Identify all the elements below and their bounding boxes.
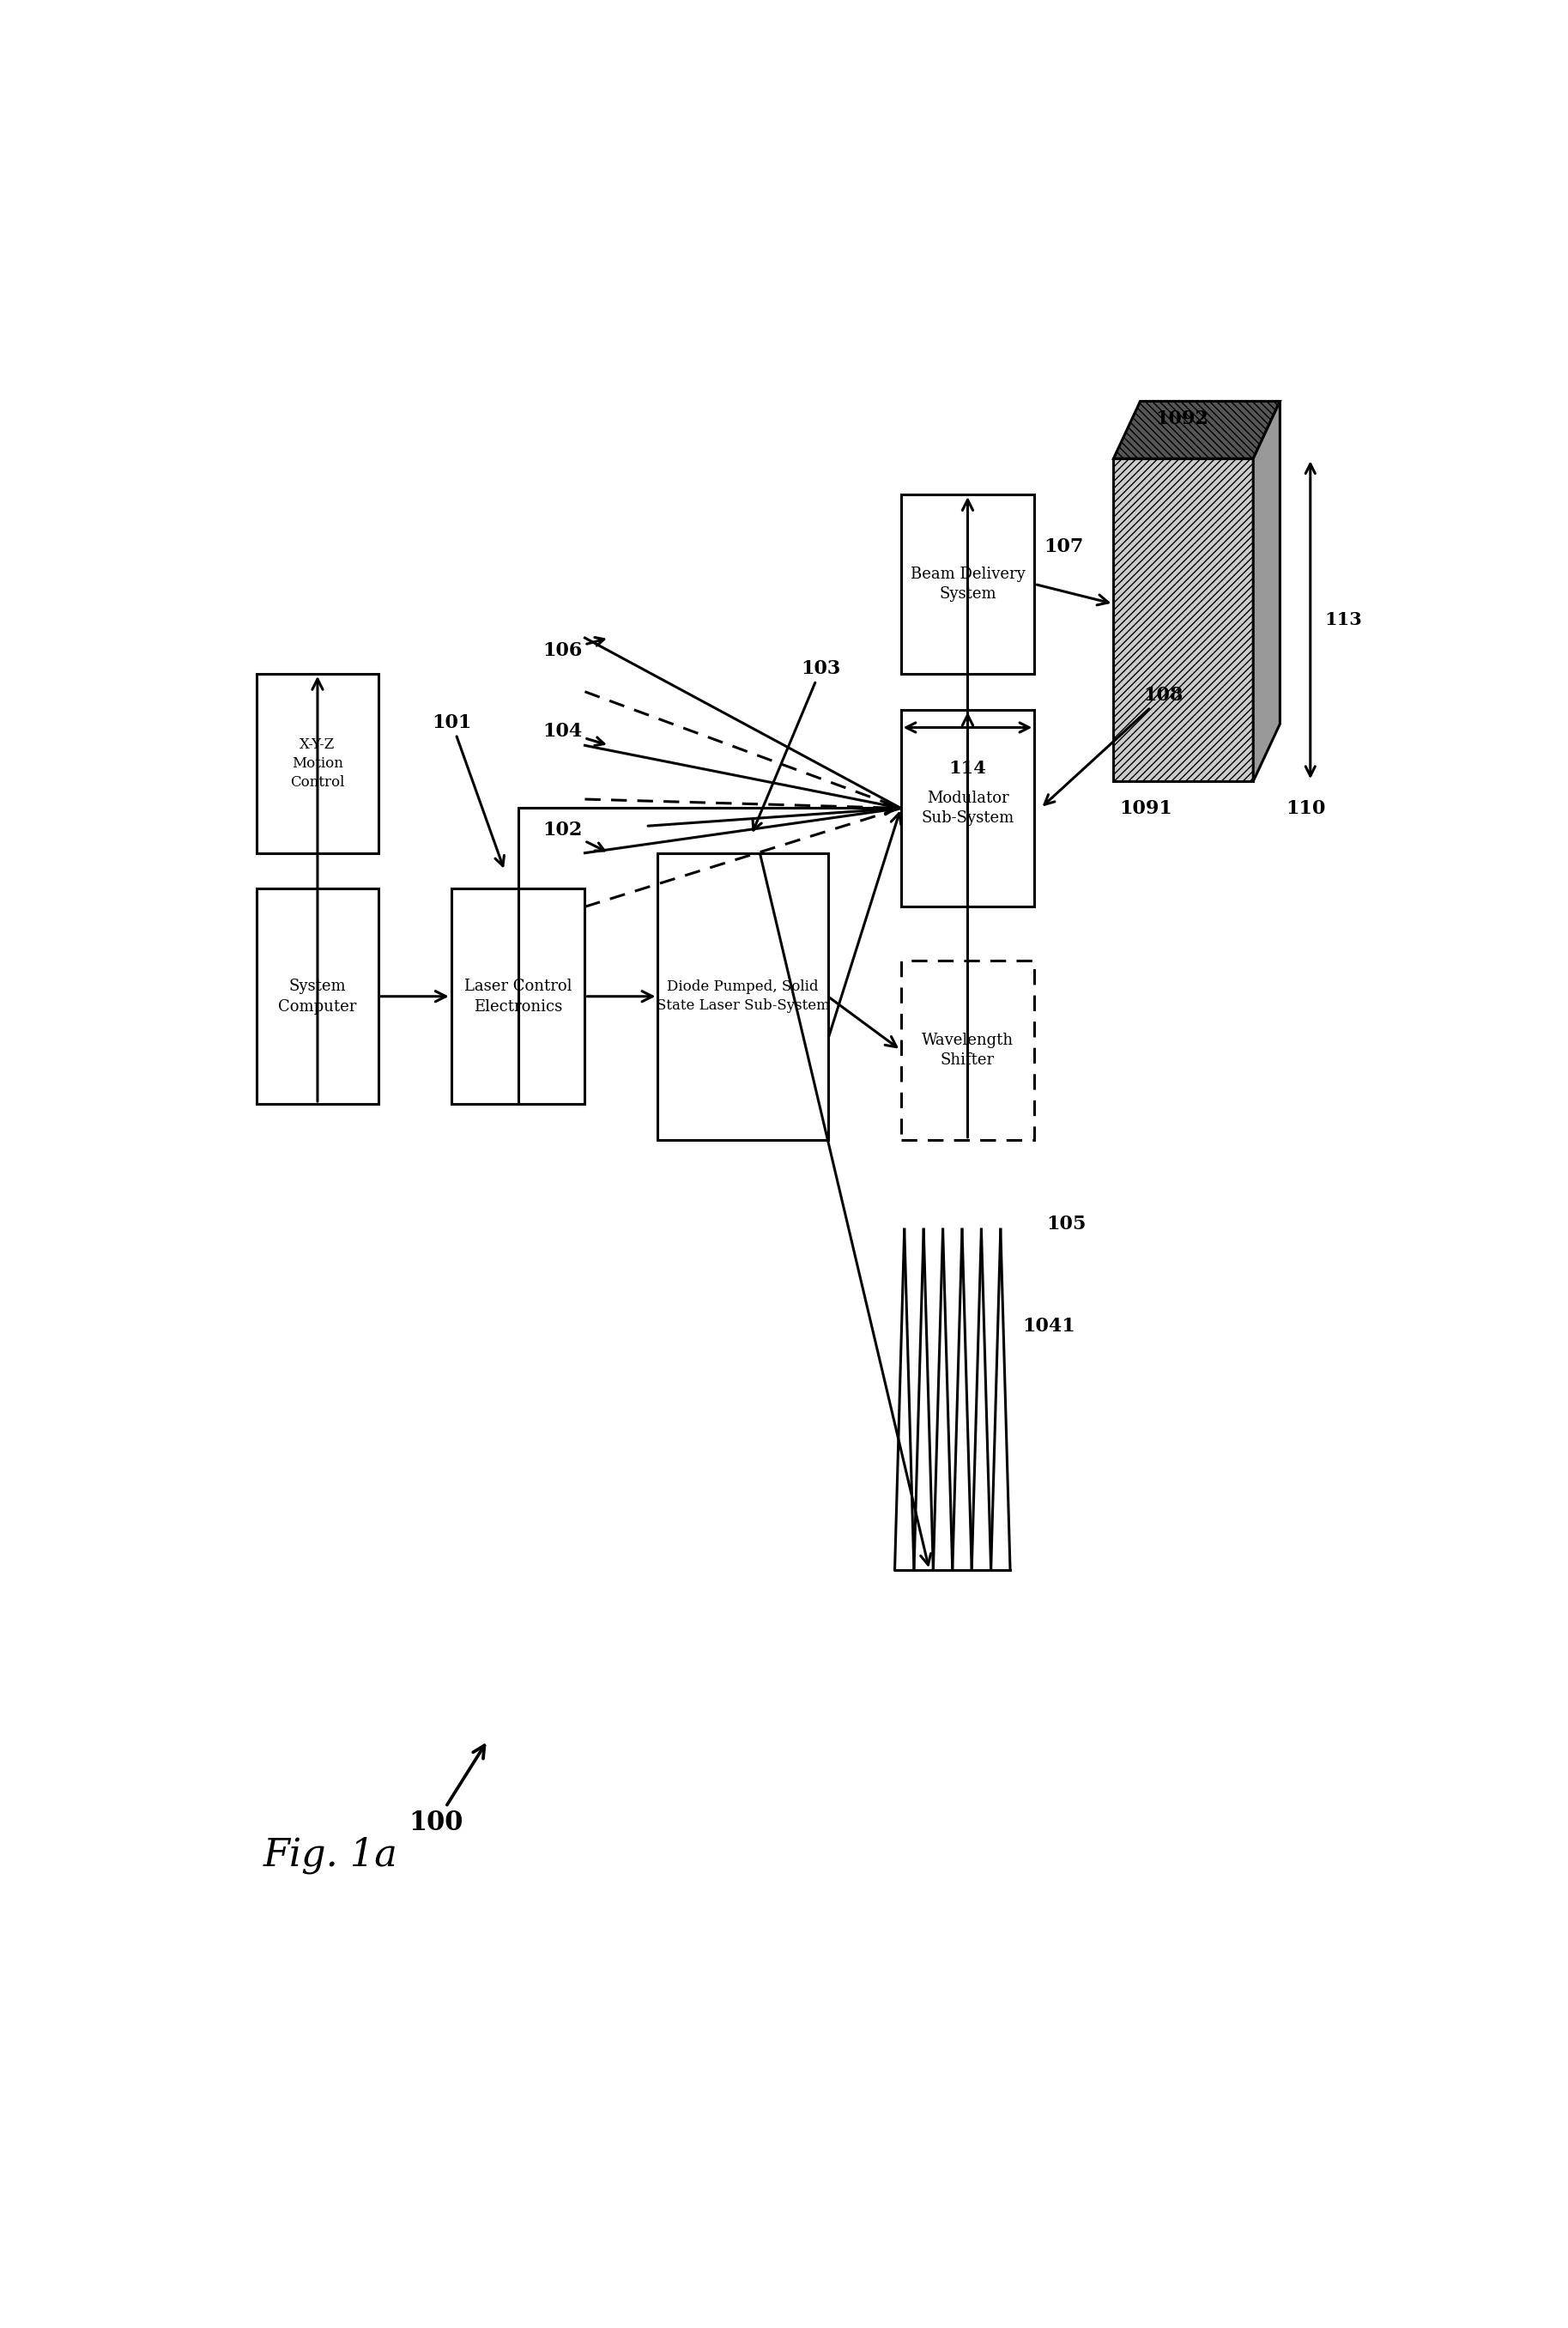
Text: 106: 106 — [543, 638, 604, 661]
Text: System
Computer: System Computer — [278, 978, 358, 1015]
Text: 108: 108 — [1044, 687, 1184, 805]
Text: 103: 103 — [753, 659, 840, 831]
Text: Fig. 1a: Fig. 1a — [263, 1837, 397, 1874]
Text: Wavelength
Shifter: Wavelength Shifter — [922, 1031, 1013, 1069]
Text: 114: 114 — [949, 759, 986, 778]
Text: 102: 102 — [543, 819, 604, 850]
Text: 1091: 1091 — [1120, 799, 1173, 817]
Text: Modulator
Sub-System: Modulator Sub-System — [920, 789, 1014, 826]
Bar — [257, 673, 378, 852]
Text: 113: 113 — [1325, 612, 1363, 629]
Polygon shape — [1253, 400, 1279, 782]
Text: 107: 107 — [1044, 538, 1083, 556]
Text: 104: 104 — [543, 722, 604, 745]
Bar — [452, 889, 585, 1103]
Text: X-Y-Z
Motion
Control: X-Y-Z Motion Control — [290, 738, 345, 789]
Bar — [257, 889, 378, 1103]
Text: 105: 105 — [1047, 1215, 1087, 1234]
Bar — [659, 852, 828, 1141]
Text: 1092: 1092 — [1156, 410, 1209, 428]
Bar — [900, 961, 1035, 1141]
Text: 1041: 1041 — [1022, 1318, 1076, 1336]
Text: 100: 100 — [409, 1746, 485, 1837]
Text: Diode Pumped, Solid
State Laser Sub-System: Diode Pumped, Solid State Laser Sub-Syst… — [657, 980, 829, 1013]
Text: Laser Control
Electronics: Laser Control Electronics — [464, 978, 572, 1015]
Polygon shape — [1113, 459, 1253, 782]
Bar — [900, 494, 1035, 673]
Polygon shape — [1113, 400, 1279, 459]
Bar — [900, 710, 1035, 908]
Text: Beam Delivery
System: Beam Delivery System — [911, 566, 1025, 603]
Text: 110: 110 — [1286, 799, 1327, 817]
Text: 101: 101 — [431, 712, 505, 866]
